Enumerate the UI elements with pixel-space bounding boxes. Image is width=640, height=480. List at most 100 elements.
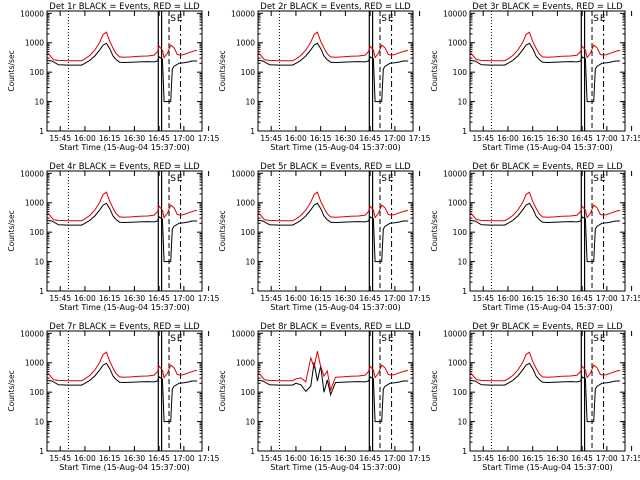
y-tick-label: 1000 bbox=[25, 199, 44, 208]
y-tick-label: 1000 bbox=[236, 39, 255, 48]
start-marker: S bbox=[593, 334, 599, 344]
x-tick-label: 16:15 bbox=[310, 134, 332, 143]
x-tick-label: 17:15 bbox=[198, 454, 220, 463]
y-tick-label: 1000 bbox=[236, 199, 255, 208]
events-series-line bbox=[257, 202, 409, 263]
start-marker: S bbox=[381, 174, 387, 184]
x-tick-label: 16:00 bbox=[74, 294, 96, 303]
x-tick-label: 16:45 bbox=[148, 134, 170, 143]
x-tick-label: 16:15 bbox=[522, 454, 544, 463]
y-tick-label: 1 bbox=[250, 127, 255, 136]
x-tick-label: 16:15 bbox=[99, 294, 121, 303]
start-marker: S bbox=[170, 334, 176, 344]
chart-title: Det 4r BLACK = Events, RED = LLD bbox=[49, 162, 200, 172]
x-tick-label: 16:00 bbox=[74, 454, 96, 463]
x-axis-label: Start Time (15-Aug-04 15:37:00) bbox=[270, 463, 401, 472]
y-tick-label: 1000 bbox=[448, 39, 467, 48]
chart-panel-8: Det 8r BLACK = Events, RED = LLD 1 10 100 10… bbox=[218, 322, 431, 472]
x-tick-label: 16:00 bbox=[285, 134, 307, 143]
x-tick-label: 16:45 bbox=[359, 454, 381, 463]
chart-title: Det 9r BLACK = Events, RED = LLD bbox=[472, 322, 623, 332]
x-tick-label: 16:15 bbox=[99, 454, 121, 463]
x-tick-label: 17:15 bbox=[621, 294, 640, 303]
y-axis-label: Counts/sec bbox=[430, 50, 439, 91]
plot-frame bbox=[46, 170, 203, 292]
x-tick-label: 16:15 bbox=[310, 294, 332, 303]
x-tick-label: 17:00 bbox=[173, 134, 195, 143]
y-tick-label: 1 bbox=[250, 287, 255, 296]
y-tick-label: 1 bbox=[39, 287, 44, 296]
plot-frame bbox=[257, 170, 414, 292]
x-tick-label: 16:00 bbox=[497, 454, 519, 463]
y-tick-label: 10 bbox=[34, 98, 44, 107]
events-series-line bbox=[469, 42, 621, 103]
y-tick-label: 100 bbox=[453, 228, 468, 237]
x-tick-label: 16:15 bbox=[522, 134, 544, 143]
x-tick-label: 17:00 bbox=[173, 454, 195, 463]
chart-panel-1: Det 1r BLACK = Events, RED = LLD 1 10 100 10… bbox=[7, 2, 220, 152]
x-tick-label: 15:45 bbox=[49, 294, 71, 303]
y-tick-label: 1000 bbox=[25, 39, 44, 48]
x-axis-label: Start Time (15-Aug-04 15:37:00) bbox=[482, 303, 613, 312]
x-tick-label: 16:30 bbox=[547, 454, 569, 463]
x-tick-label: 16:00 bbox=[74, 134, 96, 143]
x-tick-label: 16:45 bbox=[359, 294, 381, 303]
x-tick-label: 17:15 bbox=[621, 134, 640, 143]
y-axis-label: Counts/sec bbox=[430, 210, 439, 251]
end-marker: E bbox=[177, 174, 183, 184]
y-tick-label: 10000 bbox=[231, 9, 255, 18]
y-tick-label: 10000 bbox=[231, 329, 255, 338]
x-tick-label: 15:45 bbox=[472, 454, 494, 463]
x-tick-label: 16:00 bbox=[285, 294, 307, 303]
x-tick-label: 16:30 bbox=[547, 134, 569, 143]
x-tick-label: 16:45 bbox=[148, 454, 170, 463]
x-tick-label: 16:45 bbox=[359, 134, 381, 143]
y-axis-label: Counts/sec bbox=[218, 210, 227, 251]
end-marker: E bbox=[600, 14, 606, 24]
lld-series-line bbox=[257, 191, 409, 222]
x-tick-label: 17:00 bbox=[384, 454, 406, 463]
x-tick-label: 15:45 bbox=[260, 134, 282, 143]
y-tick-label: 100 bbox=[453, 388, 468, 397]
y-tick-label: 1000 bbox=[448, 359, 467, 368]
y-tick-label: 100 bbox=[241, 68, 256, 77]
lld-series-line bbox=[46, 31, 198, 62]
x-tick-label: 15:45 bbox=[260, 454, 282, 463]
end-marker: E bbox=[388, 174, 394, 184]
end-marker: E bbox=[600, 174, 606, 184]
x-tick-label: 16:30 bbox=[335, 454, 357, 463]
plot-frame bbox=[257, 330, 414, 452]
end-marker: E bbox=[388, 14, 394, 24]
lld-series-line bbox=[46, 351, 198, 382]
y-tick-label: 1 bbox=[462, 127, 467, 136]
y-tick-label: 10000 bbox=[443, 169, 467, 178]
y-tick-label: 100 bbox=[241, 228, 256, 237]
end-marker: E bbox=[177, 334, 183, 344]
y-tick-label: 10 bbox=[34, 418, 44, 427]
x-tick-label: 16:30 bbox=[124, 294, 146, 303]
chart-title: Det 1r BLACK = Events, RED = LLD bbox=[49, 2, 200, 12]
y-tick-label: 10000 bbox=[231, 169, 255, 178]
x-axis-label: Start Time (15-Aug-04 15:37:00) bbox=[482, 463, 613, 472]
plot-frame bbox=[469, 170, 626, 292]
y-tick-label: 100 bbox=[30, 228, 45, 237]
y-axis-label: Counts/sec bbox=[430, 370, 439, 411]
x-axis-label: Start Time (15-Aug-04 15:37:00) bbox=[59, 143, 190, 152]
x-axis-label: Start Time (15-Aug-04 15:37:00) bbox=[270, 303, 401, 312]
x-tick-label: 17:15 bbox=[409, 454, 431, 463]
plot-frame bbox=[46, 330, 203, 452]
y-tick-label: 10000 bbox=[20, 329, 44, 338]
chart-panel-5: Det 5r BLACK = Events, RED = LLD 1 10 100 10… bbox=[218, 162, 431, 312]
y-tick-label: 10000 bbox=[20, 9, 44, 18]
x-tick-label: 16:45 bbox=[148, 294, 170, 303]
x-tick-label: 16:15 bbox=[522, 294, 544, 303]
y-tick-label: 10 bbox=[34, 258, 44, 267]
lld-series-line bbox=[469, 351, 621, 382]
x-tick-label: 17:00 bbox=[173, 294, 195, 303]
events-series-line bbox=[46, 362, 198, 423]
y-tick-label: 1 bbox=[462, 447, 467, 456]
x-tick-label: 15:45 bbox=[49, 454, 71, 463]
x-tick-label: 17:00 bbox=[596, 454, 618, 463]
x-tick-label: 16:00 bbox=[497, 134, 519, 143]
